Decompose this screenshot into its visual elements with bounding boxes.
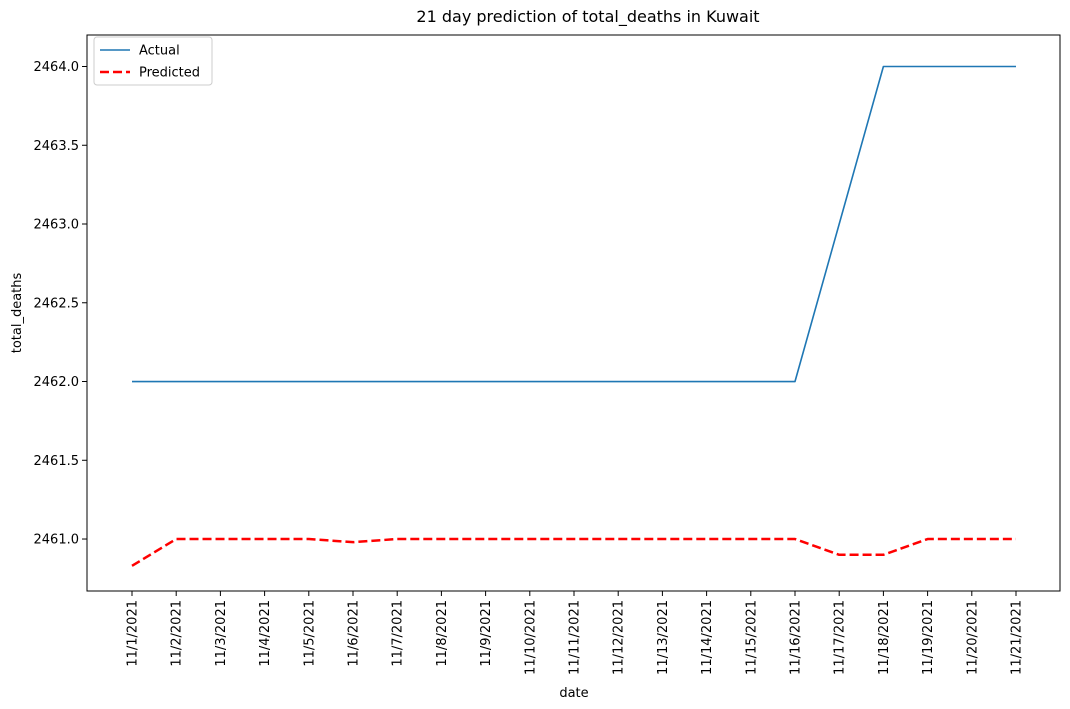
x-axis: 11/1/2021 11/2/2021 11/3/2021 11/4/2021 11/5… — [126, 591, 1025, 675]
x-tick-label: 11/20/2021 — [965, 600, 980, 675]
plot-area — [86, 34, 1061, 592]
y-tick-label: 2464.0 — [34, 60, 80, 75]
series-line-actual — [132, 65, 1016, 383]
y-axis-label: total_deaths — [10, 273, 25, 354]
x-tick-label: 11/12/2021 — [612, 600, 627, 675]
x-tick-label: 11/3/2021 — [214, 600, 229, 667]
x-tick-label: 11/2/2021 — [170, 600, 185, 667]
x-tick-label: 11/17/2021 — [833, 600, 848, 675]
y-tick-label: 2461.5 — [34, 454, 80, 469]
x-tick-label: 11/15/2021 — [744, 600, 759, 675]
y-tick-label: 2461.0 — [34, 533, 80, 548]
x-tick-label: 11/10/2021 — [523, 600, 538, 675]
y-tick-label: 2463.0 — [34, 218, 80, 233]
x-tick-label: 11/18/2021 — [877, 600, 892, 675]
x-tick-label: 11/21/2021 — [1010, 600, 1025, 675]
series-layer — [131, 65, 1016, 567]
x-tick-label: 11/7/2021 — [391, 600, 406, 667]
plot-border — [86, 34, 1061, 592]
legend-label-actual: Actual — [139, 44, 180, 59]
legend: Actual Predicted — [93, 36, 213, 86]
x-tick-label: 11/9/2021 — [479, 600, 494, 667]
x-tick-label: 11/14/2021 — [700, 600, 715, 675]
y-tick-label: 2462.0 — [34, 375, 80, 390]
series-line-predicted — [131, 537, 1016, 567]
x-tick-label: 11/6/2021 — [347, 600, 362, 667]
x-tick-label: 11/13/2021 — [656, 600, 671, 675]
x-tick-label: 11/11/2021 — [568, 600, 583, 675]
x-tick-label: 11/8/2021 — [435, 600, 450, 667]
legend-box — [93, 36, 213, 86]
legend-label-predicted: Predicted — [139, 66, 200, 81]
x-tick-label: 11/16/2021 — [789, 600, 804, 675]
x-axis-label: date — [559, 686, 588, 701]
x-tick-label: 11/4/2021 — [258, 600, 273, 667]
chart-title: 21 day prediction of total_deaths in Kuw… — [416, 7, 759, 27]
y-axis: 2461.0 2461.5 2462.0 2462.5 2463.0 2463.5 2464… — [34, 60, 87, 548]
x-tick-label: 11/1/2021 — [126, 600, 141, 667]
y-tick-label: 2462.5 — [34, 296, 80, 311]
x-tick-label: 11/19/2021 — [921, 600, 936, 675]
y-tick-label: 2463.5 — [34, 139, 80, 154]
x-tick-label: 11/5/2021 — [302, 600, 317, 667]
